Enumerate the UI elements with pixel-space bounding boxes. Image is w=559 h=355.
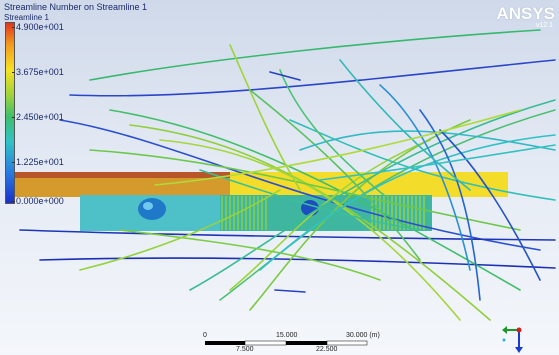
- scale-label: 22.500: [316, 346, 338, 353]
- colorbar: [5, 22, 15, 204]
- scale-label: 15.000: [276, 332, 298, 339]
- scale-label: 30.000 (m): [346, 332, 380, 339]
- streamlines: [19, 29, 556, 321]
- geometry-top-shadow: [10, 172, 230, 178]
- cylinder-left-highlight: [143, 202, 153, 210]
- legend-tick-label: 4.900e+001: [12, 22, 64, 32]
- legend-tick-label: 3.675e+001: [12, 67, 64, 77]
- scale-label: 0: [203, 332, 207, 339]
- scale-bar: [205, 340, 368, 346]
- legend-tick-label: 0.000e+000: [12, 196, 64, 206]
- legend-subtitle: Streamline 1: [4, 13, 49, 22]
- cylinder-left: [138, 198, 166, 220]
- legend-title: Streamline Number on Streamline 1: [4, 2, 148, 12]
- legend-tick-label: 1.225e+001: [12, 157, 64, 167]
- legend-tick-label: 2.450e+001: [12, 112, 64, 122]
- ansys-logo: ANSYS: [496, 4, 555, 23]
- scale-label: 7.500: [236, 346, 254, 353]
- version-label: v12.1: [535, 22, 553, 29]
- axis-triad-icon: [502, 326, 523, 353]
